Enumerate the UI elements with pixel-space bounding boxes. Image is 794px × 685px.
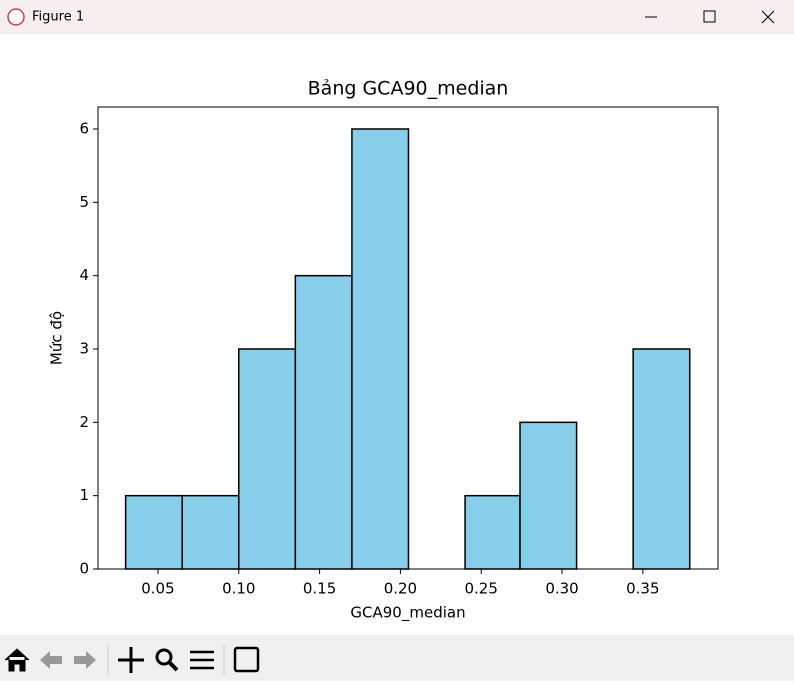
y-axis-label: Mức độ — [48, 311, 66, 365]
bar — [181, 494, 240, 570]
x-tick-label: 0.15 — [303, 580, 336, 598]
configure-button[interactable] — [190, 650, 214, 670]
y-tick-label: 1 — [79, 486, 89, 504]
chart-title: Bảng GCA90_median — [308, 78, 509, 100]
plot-frame — [97, 106, 719, 570]
x-tick-label: 0.30 — [545, 580, 578, 598]
x-tick-label: 0.20 — [384, 580, 417, 598]
bar — [124, 494, 183, 570]
pan-button[interactable] — [118, 647, 144, 673]
y-tick-label: 0 — [79, 560, 89, 578]
bar — [351, 128, 410, 570]
zoom-button[interactable] — [155, 648, 173, 666]
title-bar — [0, 0, 794, 34]
y-tick-label: 6 — [79, 120, 89, 138]
x-tick-label: 0.05 — [141, 580, 174, 598]
bar — [238, 348, 297, 570]
x-tick-label: 0.10 — [222, 580, 255, 598]
bar — [632, 348, 691, 570]
close-button[interactable] — [761, 10, 775, 24]
bar — [294, 274, 353, 570]
bar — [464, 494, 521, 570]
y-tick-label: 5 — [79, 193, 89, 211]
forward-button[interactable] — [74, 651, 96, 669]
window-title: Figure 1 — [32, 10, 84, 25]
save-button[interactable] — [233, 646, 260, 673]
y-tick-label: 3 — [79, 340, 89, 358]
toolbar — [0, 635, 794, 681]
y-tick-label: 2 — [79, 413, 89, 431]
home-button[interactable] — [4, 648, 30, 672]
x-tick-label: 0.35 — [626, 580, 659, 598]
maximize-button[interactable] — [703, 10, 716, 23]
back-button[interactable] — [40, 651, 62, 669]
app-icon — [7, 8, 25, 26]
bar — [519, 421, 578, 570]
y-tick-label: 4 — [79, 266, 89, 284]
x-tick-label: 0.25 — [465, 580, 498, 598]
x-axis-label: GCA90_median — [350, 604, 465, 623]
zoom-handle — [167, 660, 179, 672]
